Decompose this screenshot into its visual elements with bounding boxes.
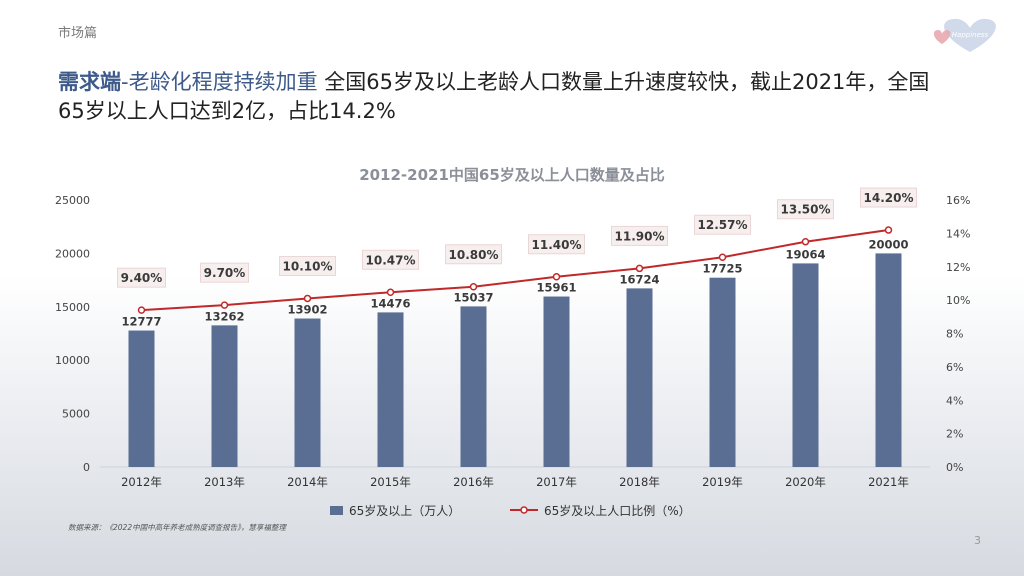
bar-value-label: 17725 [702, 262, 742, 276]
bar-2017年 [543, 296, 570, 467]
logo-small-heart-icon [933, 30, 951, 44]
population-chart: 2012-2021中国65岁及以上人口数量及占比 0 5000 10000 15000… [55, 166, 970, 518]
y2-tick-label: 14% [946, 227, 970, 240]
y-tick-label: 10000 [55, 354, 90, 367]
x-tick-label: 2019年 [702, 475, 743, 489]
headline-accent: 需求端 [58, 70, 121, 94]
x-tick-label: 2020年 [785, 475, 826, 489]
happiness-logo: Happiness [933, 18, 996, 52]
section-label: 市场篇 [58, 26, 98, 41]
ratio-label-box [279, 255, 336, 276]
ratio-label-box [362, 249, 419, 270]
city-background [0, 276, 1024, 576]
legend-bar-swatch [330, 506, 343, 515]
ratio-value-label: 10.47% [366, 253, 416, 267]
ratio-label-box [694, 214, 751, 235]
y-tick-label: 5000 [62, 408, 90, 421]
x-tick-label: 2018年 [619, 475, 660, 489]
ratio-point [718, 253, 727, 261]
data-source-note: 数据来源：《2022中国中高年养老成熟度调查报告》，慧享福整理 [68, 523, 286, 532]
ratio-point [220, 301, 229, 309]
chart-container: 2012-2021中国65岁及以上人口数量及占比 0 5000 10000 15000… [0, 150, 1024, 530]
ratio-value-label: 10.80% [449, 248, 499, 262]
legend-bar-label: 65岁及以上（万人） [349, 503, 460, 518]
x-tick-label: 2016年 [453, 475, 494, 489]
bar-2016年 [460, 306, 487, 467]
bar-value-label: 19064 [785, 247, 825, 261]
ratio-point [137, 306, 146, 314]
legend-line-label: 65岁及以上人口比例（%） [544, 503, 691, 518]
x-tick-label: 2017年 [536, 475, 577, 489]
ratio-point [552, 273, 561, 281]
bar-2015年 [377, 312, 404, 467]
ratio-point [469, 283, 478, 291]
ratio-value-label: 10.10% [283, 259, 333, 273]
ratio-label-box [445, 244, 502, 265]
x-tick-label: 2013年 [204, 475, 245, 489]
ratio-label-box [860, 187, 917, 208]
bar-value-label: 13262 [204, 309, 244, 323]
ratio-label-box [611, 225, 668, 246]
y2-tick-label: 4% [946, 394, 963, 407]
headline-line2: 65岁以上人口达到2亿，占比14.2% [58, 99, 396, 123]
bar-2013年 [211, 325, 238, 467]
y-tick-label: 0 [83, 461, 90, 474]
bar-2012年 [128, 330, 155, 467]
ratio-value-label: 11.40% [532, 238, 582, 252]
bar-value-label: 20000 [868, 237, 908, 251]
y2-tick-label: 0% [946, 461, 963, 474]
chart-title: 2012-2021中国65岁及以上人口数量及占比 [359, 166, 665, 184]
y2-tick-label: 6% [946, 361, 963, 374]
bar-2020年 [792, 263, 819, 467]
page-number: 3 [974, 534, 981, 547]
y-tick-label: 15000 [55, 301, 90, 314]
chart-legend: 65岁及以上（万人） 65岁及以上人口比例（%） [330, 503, 691, 518]
ratio-line [141, 229, 889, 312]
x-tick-label: 2015年 [370, 475, 411, 489]
x-tick-label: 2014年 [287, 475, 328, 489]
ratio-point [635, 264, 644, 273]
bar-value-label: 15037 [453, 290, 493, 304]
bar-value-label: 14476 [370, 296, 410, 310]
bar-2014年 [294, 318, 321, 467]
ratio-value-label: 9.70% [204, 266, 246, 280]
bar-value-label: 15961 [536, 281, 576, 295]
logo-heart-icon [944, 18, 996, 52]
bar-value-label: 12777 [121, 315, 161, 329]
y2-tick-label: 8% [946, 328, 963, 341]
ratio-point [884, 226, 893, 234]
y2-tick-label: 12% [946, 261, 970, 274]
ratio-label-box [777, 199, 834, 220]
page-headline: 需求端-老龄化程度持续加重 全国65岁及以上老龄人口数量上升速度较快，截止202… [58, 68, 958, 126]
bar-2021年 [875, 253, 902, 467]
ratio-value-label: 14.20% [864, 191, 914, 205]
ratio-label-box [200, 262, 249, 283]
x-tick-label: 2012年 [121, 475, 162, 489]
ratio-value-label: 12.57% [698, 218, 748, 232]
ratio-label-box [117, 267, 166, 288]
bar-value-label: 13902 [287, 303, 327, 317]
y2-tick-label: 2% [946, 428, 963, 441]
ratio-label-box [528, 234, 585, 255]
legend-line-marker [520, 506, 528, 514]
bar-value-label: 16724 [619, 272, 659, 286]
ratio-point [303, 294, 312, 303]
ratio-value-label: 11.90% [615, 229, 665, 243]
ratio-point [801, 237, 810, 246]
y-tick-label: 25000 [55, 194, 90, 207]
x-tick-label: 2021年 [868, 475, 909, 489]
bar-2018年 [626, 288, 653, 467]
headline-sub: -老龄化程度持续加重 [121, 70, 318, 94]
y2-tick-label: 10% [946, 294, 970, 307]
y2-tick-label: 16% [946, 194, 970, 207]
bar-2019年 [709, 277, 736, 467]
ratio-value-label: 9.40% [121, 271, 163, 285]
ratio-point [386, 288, 395, 297]
y-tick-label: 20000 [55, 247, 90, 260]
logo-text: Happiness [952, 31, 989, 39]
ratio-value-label: 13.50% [781, 203, 831, 217]
headline-line1: 全国65岁及以上老龄人口数量上升速度较快，截止2021年，全国 [317, 70, 930, 94]
